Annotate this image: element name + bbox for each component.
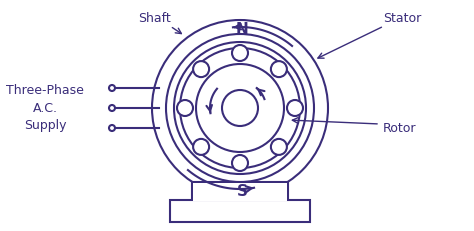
Text: Stator: Stator [383, 12, 421, 24]
Text: Rotor: Rotor [383, 122, 417, 134]
Circle shape [271, 139, 287, 155]
Circle shape [166, 34, 314, 182]
Circle shape [152, 20, 328, 196]
Text: N: N [236, 22, 248, 37]
Circle shape [196, 64, 284, 152]
Circle shape [109, 125, 115, 131]
Circle shape [193, 61, 209, 77]
Circle shape [222, 90, 258, 126]
Circle shape [177, 100, 193, 116]
Bar [192, 182, 288, 202]
Bar [170, 200, 310, 222]
Bar [193, 183, 287, 201]
Circle shape [287, 100, 303, 116]
Circle shape [109, 85, 115, 91]
Circle shape [174, 42, 306, 174]
Text: Shaft: Shaft [138, 12, 172, 24]
Text: Three-Phase
A.C.
Supply: Three-Phase A.C. Supply [6, 85, 84, 131]
Circle shape [109, 105, 115, 111]
Circle shape [271, 61, 287, 77]
Text: S: S [237, 185, 247, 200]
Circle shape [232, 155, 248, 171]
Circle shape [232, 45, 248, 61]
Circle shape [180, 48, 300, 168]
Circle shape [193, 139, 209, 155]
